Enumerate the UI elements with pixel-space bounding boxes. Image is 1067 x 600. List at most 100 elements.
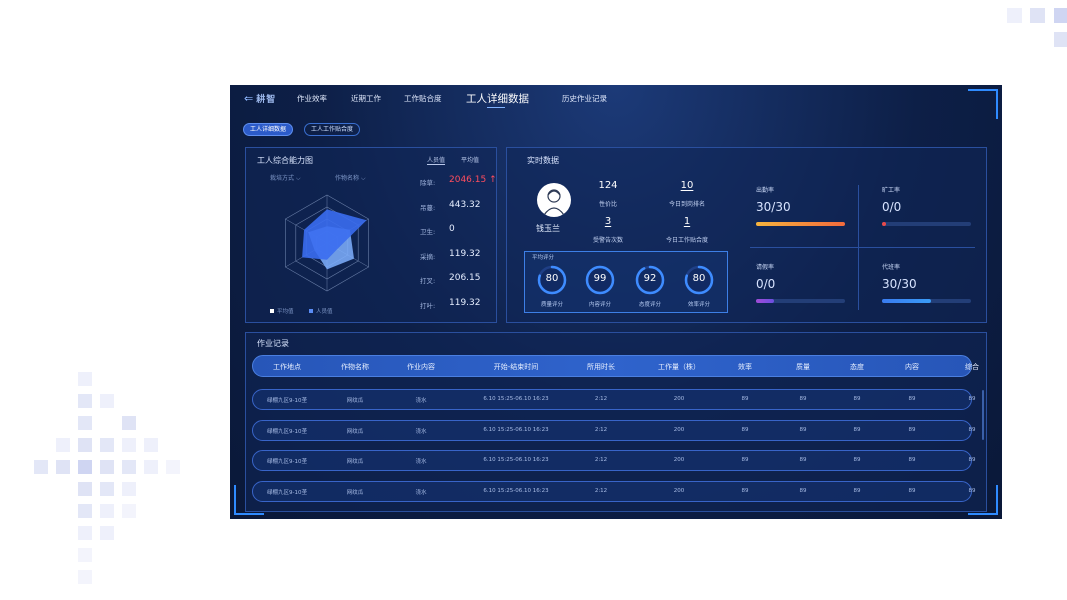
table-cell: 89: [908, 396, 916, 402]
table-cell: 89: [908, 487, 916, 494]
table-cell: 89: [799, 487, 807, 494]
table-row[interactable]: 绿棚九区9-10垄 网纹瓜 浇水 6.10 15:25-06.10 16:23 2:12…: [252, 389, 976, 410]
score-ring: [684, 265, 714, 295]
table-cell: 89: [853, 457, 861, 463]
back-arrow-icon[interactable]: ⇐: [244, 92, 254, 105]
metric-value[interactable]: 1: [683, 216, 691, 227]
table-cell: 6.10 15:25-06.10 16:23: [483, 396, 549, 402]
worker-avatar-icon: [543, 189, 565, 216]
realtime-title: 实时数据: [527, 156, 559, 165]
tab-worker-fit[interactable]: 工人工作贴合度: [304, 123, 361, 136]
metric-caption: 今日到岗排名: [668, 201, 705, 208]
stat-label: 打叶:: [420, 301, 436, 310]
table-header-cell[interactable]: 效率: [738, 363, 752, 371]
table-cell: 89: [968, 396, 976, 402]
decor-square: [122, 416, 136, 430]
decor-square: [122, 460, 136, 474]
table-cell: 89: [799, 396, 807, 402]
table-header-cell[interactable]: 综合: [965, 363, 979, 371]
table-cell: 6.10 15:25-06.10 16:23: [483, 457, 549, 463]
table-cell: 89: [968, 487, 976, 494]
decor-square: [100, 460, 114, 474]
nav-item-efficiency[interactable]: 作业效率: [297, 94, 327, 103]
nav-active-indicator: [487, 107, 505, 108]
rate-label: 代班率: [882, 264, 901, 271]
score-value: 99: [593, 273, 607, 284]
decor-square: [1030, 8, 1045, 23]
table-row[interactable]: 绿棚九区9-10垄 网纹瓜 浇水 6.10 15:25-06.10 16:23 2:12…: [252, 450, 976, 471]
decor-square: [100, 526, 114, 540]
stat-value: 119.32: [449, 297, 481, 308]
table-cell: 浇水: [415, 489, 427, 496]
stat-value: 2046.15 ↑: [449, 175, 497, 185]
score-value: 80: [545, 273, 559, 284]
rate-label: 出勤率: [756, 187, 775, 194]
table-header-cell[interactable]: 工作地点: [273, 363, 301, 371]
table-cell: 89: [741, 396, 749, 402]
decor-square: [78, 394, 92, 408]
table-scrollbar[interactable]: [982, 390, 984, 440]
stat-label: 除草:: [420, 179, 436, 187]
filter-crop[interactable]: 作物名称 ⌵: [335, 175, 366, 182]
table-header-cell[interactable]: 作物名称: [341, 363, 369, 371]
metric-caption: 今日工作贴合度: [665, 237, 708, 244]
table-cell: 200: [673, 396, 685, 402]
table-cell: 89: [853, 426, 861, 433]
avatar: [537, 183, 571, 217]
rate-value: 30/30: [882, 277, 917, 291]
rate-bar: [882, 222, 971, 226]
decor-square: [100, 482, 114, 496]
table-cell: 网纹瓜: [346, 398, 364, 404]
radar-chart: [285, 194, 369, 292]
metric-value[interactable]: 3: [604, 216, 612, 227]
table-header-cell[interactable]: 开始-结束时间: [493, 363, 539, 371]
nav-item-history[interactable]: 历史作业记录: [562, 94, 607, 103]
col-person-header: 人员值: [427, 157, 446, 164]
rate-value: 0/0: [882, 200, 902, 214]
rate-value: 0/0: [756, 277, 776, 291]
table-cell: 200: [673, 487, 685, 494]
avg-score-title: 平均评分: [532, 255, 555, 261]
decor-square: [144, 438, 158, 452]
score-ring: [635, 265, 665, 295]
decor-square: [78, 526, 92, 540]
rate-bar-fill: [882, 222, 887, 226]
legend-avg-label: 平均值: [277, 309, 294, 315]
table-header-cell[interactable]: 质量: [796, 363, 810, 371]
table-cell: 绿棚九区9-10垄: [267, 489, 307, 496]
table-header-cell[interactable]: 作业内容: [407, 363, 435, 371]
table-row[interactable]: 绿棚九区9-10垄 网纹瓜 浇水 6.10 15:25-06.10 16:23 2:12…: [252, 419, 976, 441]
table-cell: 2:12: [594, 487, 608, 494]
metric-value[interactable]: 10: [680, 180, 694, 191]
table-header-cell[interactable]: 内容: [905, 363, 919, 371]
metric-caption: 受警告次数: [592, 237, 623, 244]
nav-item-fit[interactable]: 工作贴合度: [404, 94, 442, 103]
tab-worker-details[interactable]: 工人详细数据: [243, 123, 294, 136]
decor-square: [1054, 32, 1067, 47]
nav-item-recent-work[interactable]: 近期工作: [351, 94, 381, 103]
divider: [750, 247, 975, 248]
frame-corner: [968, 485, 998, 515]
nav-item-worker-details[interactable]: 工人详细数据: [466, 93, 529, 105]
score-value: 80: [692, 273, 706, 284]
table-header-cell[interactable]: 工作量（株）: [658, 363, 700, 371]
table-cell: 89: [968, 426, 976, 433]
table-header-cell[interactable]: 态度: [850, 363, 864, 371]
logo[interactable]: ⇐ 耕智: [244, 92, 276, 105]
decor-square: [78, 372, 92, 386]
filter-cultivation[interactable]: 栽培方式 ⌵: [270, 175, 301, 182]
table-cell: 89: [908, 457, 916, 463]
table-cell: 网纹瓜: [346, 428, 364, 435]
legend-avg-swatch: [270, 309, 274, 313]
decor-square: [78, 460, 92, 474]
decor-square: [100, 394, 114, 408]
decor-square: [100, 438, 114, 452]
table-cell: 6.10 15:25-06.10 16:23: [483, 426, 549, 433]
table-row[interactable]: 绿棚九区9-10垄 网纹瓜 浇水 6.10 15:25-06.10 16:23 2:12…: [252, 480, 976, 502]
table-header-cell[interactable]: 所用时长: [587, 363, 615, 371]
decor-square: [122, 504, 136, 518]
worker-name: 钱玉兰: [536, 224, 560, 233]
decor-square: [100, 504, 114, 518]
table-cell: 绿棚九区9-10垄: [267, 398, 307, 404]
score-label: 质量评分: [540, 302, 563, 308]
